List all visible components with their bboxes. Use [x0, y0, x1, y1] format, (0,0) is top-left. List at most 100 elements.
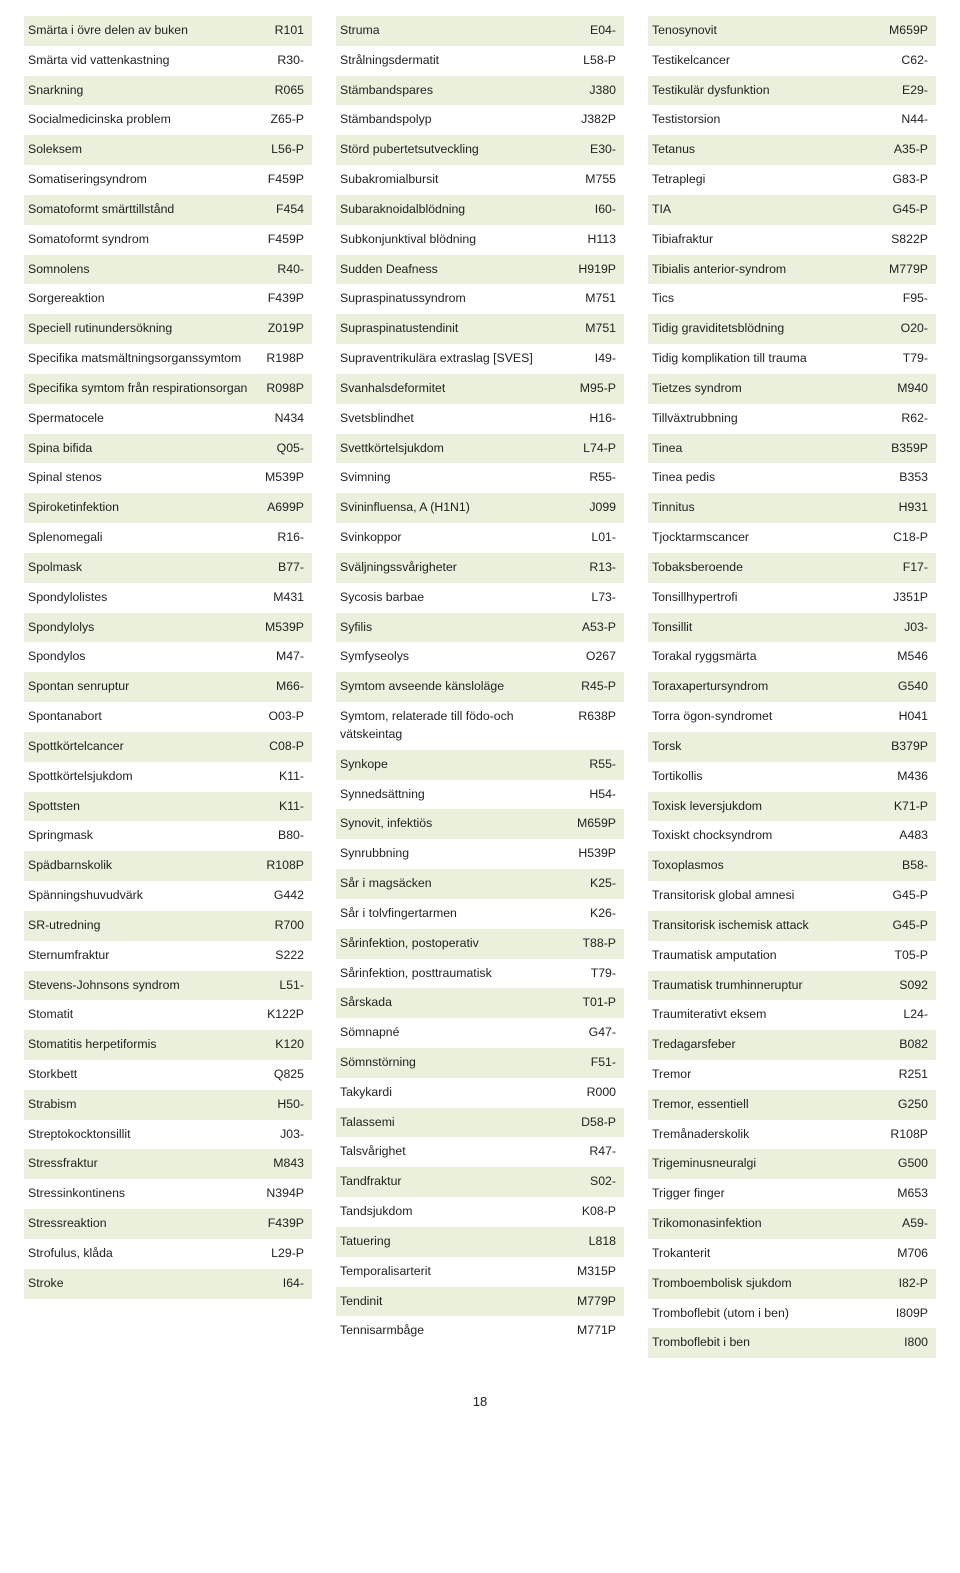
code-label: T01-P [583, 994, 617, 1012]
code-row: TrikomonasinfektionA59- [648, 1209, 936, 1239]
code-label: I809P [896, 1305, 928, 1323]
code-row: SynnedsättningH54- [336, 780, 624, 810]
code-row: StämbandsparesJ380 [336, 76, 624, 106]
code-label: L58-P [583, 52, 616, 70]
code-row: Sår i magsäckenK25- [336, 869, 624, 899]
term-label: Streptokocktonsillit [28, 1126, 280, 1144]
term-label: Synrubbning [340, 845, 578, 863]
code-row: SvettkörtelsjukdomL74-P [336, 434, 624, 464]
code-label: G45-P [892, 917, 928, 935]
term-label: Springmask [28, 827, 278, 845]
code-label: B359P [891, 440, 928, 458]
term-label: Sternumfraktur [28, 947, 275, 965]
code-label: L74-P [583, 440, 616, 458]
code-row: SväljningssvårigheterR13- [336, 553, 624, 583]
code-label: K11- [279, 768, 304, 786]
code-label: S092 [899, 977, 928, 995]
code-label: J351P [893, 589, 928, 607]
term-label: Snarkning [28, 82, 275, 100]
term-label: Smärta vid vattenkastning [28, 52, 277, 70]
term-label: Toxisk leversjukdom [652, 798, 894, 816]
code-row: Tromboflebit (utom i ben)I809P [648, 1299, 936, 1329]
code-label: M843 [273, 1155, 304, 1173]
code-row: SomatiseringsyndromF459P [24, 165, 312, 195]
code-row: SpontanabortO03-P [24, 702, 312, 732]
term-label: Tobaksberoende [652, 559, 903, 577]
code-row: SynkopeR55- [336, 750, 624, 780]
term-label: Synovit, infektiös [340, 815, 577, 833]
term-label: Testikelcancer [652, 52, 901, 70]
term-label: Symtom, relaterade till födo-och vätskei… [340, 708, 578, 744]
code-label: R13- [589, 559, 616, 577]
term-label: Svimning [340, 469, 589, 487]
code-label: F439P [268, 290, 304, 308]
term-label: Somatiseringsyndrom [28, 171, 268, 189]
term-label: Socialmedicinska problem [28, 111, 271, 129]
code-row: Spontan senrupturM66- [24, 672, 312, 702]
term-label: SR-utredning [28, 917, 275, 935]
code-label: R45-P [581, 678, 616, 696]
code-row: StorkbettQ825 [24, 1060, 312, 1090]
term-label: Svanhalsdeformitet [340, 380, 580, 398]
code-label: G442 [274, 887, 304, 905]
term-label: Spädbarnskolik [28, 857, 266, 875]
term-label: Subkonjunktival blödning [340, 231, 588, 249]
code-row: StrabismH50- [24, 1090, 312, 1120]
term-label: Takykardi [340, 1084, 587, 1102]
term-label: Svettkörtelsjukdom [340, 440, 583, 458]
term-label: Stomatit [28, 1006, 267, 1024]
code-row: SpondylolysM539P [24, 613, 312, 643]
code-label: F459P [268, 171, 304, 189]
code-row: Specifika symtom från respirationsorganR… [24, 374, 312, 404]
code-label: M755 [585, 171, 616, 189]
code-label: C62- [901, 52, 928, 70]
code-row: Toxisk leversjukdomK71-P [648, 792, 936, 822]
term-label: Somnolens [28, 261, 277, 279]
code-label: H931 [899, 499, 928, 517]
term-label: Trikomonasinfektion [652, 1215, 902, 1233]
term-label: Tremånaderskolik [652, 1126, 890, 1144]
column-3: TenosynovitM659PTestikelcancerC62-Testik… [648, 16, 936, 1358]
term-label: Tidig komplikation till trauma [652, 350, 903, 368]
code-label: M706 [897, 1245, 928, 1263]
code-label: L818 [589, 1233, 616, 1251]
code-label: M659P [577, 815, 616, 833]
term-label: Sår i tolvfingertarmen [340, 905, 590, 923]
code-row: Synovit, infektiösM659P [336, 809, 624, 839]
term-label: Synnedsättning [340, 786, 589, 804]
code-label: R251 [899, 1066, 928, 1084]
code-row: Tromboembolisk sjukdomI82-P [648, 1269, 936, 1299]
code-label: T88-P [583, 935, 617, 953]
code-row: Testikulär dysfunktionE29- [648, 76, 936, 106]
code-row: Supraventrikulära extraslag [SVES]I49- [336, 344, 624, 374]
code-row: StrokeI64- [24, 1269, 312, 1299]
term-label: Tics [652, 290, 903, 308]
term-label: Testistorsion [652, 111, 901, 129]
code-row: SternumfrakturS222 [24, 941, 312, 971]
code-label: K08-P [582, 1203, 616, 1221]
term-label: Transitorisk ischemisk attack [652, 917, 892, 935]
term-label: Specifika matsmältningsorganssymtom [28, 350, 266, 368]
term-label: Symfyseolys [340, 648, 586, 666]
term-label: Soleksem [28, 141, 271, 159]
term-label: Trigeminusneuralgi [652, 1155, 898, 1173]
code-label: M751 [585, 290, 616, 308]
code-label: K11- [279, 798, 304, 816]
code-label: C18-P [893, 529, 928, 547]
code-row: SpottkörtelsjukdomK11- [24, 762, 312, 792]
term-label: Tidig graviditetsblödning [652, 320, 901, 338]
code-row: StämbandspolypJ382P [336, 105, 624, 135]
term-label: Spontan senruptur [28, 678, 276, 696]
term-label: Traumatisk trumhinneruptur [652, 977, 899, 995]
code-label: M315P [577, 1263, 616, 1281]
code-label: M659P [889, 22, 928, 40]
code-label: R638P [578, 708, 616, 726]
term-label: Sårskada [340, 994, 583, 1012]
code-row: SpolmaskB77- [24, 553, 312, 583]
code-row: StressreaktionF439P [24, 1209, 312, 1239]
term-label: Spinal stenos [28, 469, 265, 487]
term-label: Sömnapné [340, 1024, 589, 1042]
term-label: Traumatisk amputation [652, 947, 895, 965]
code-label: J382P [581, 111, 616, 129]
code-label: H16- [589, 410, 616, 428]
